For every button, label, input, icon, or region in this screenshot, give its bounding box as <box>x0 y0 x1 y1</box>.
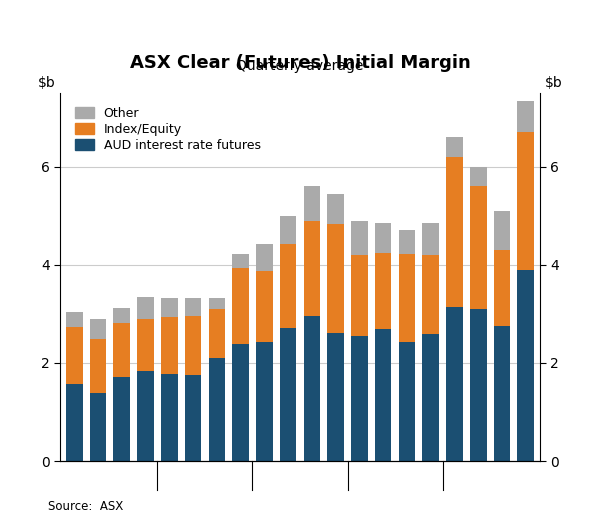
Bar <box>328 224 344 333</box>
Bar <box>280 244 296 328</box>
Bar <box>422 255 439 334</box>
Bar <box>470 309 487 461</box>
Bar <box>137 371 154 461</box>
Bar <box>232 254 249 268</box>
Bar <box>446 137 463 157</box>
Bar <box>113 308 130 323</box>
Bar <box>66 383 83 461</box>
Bar <box>161 318 178 373</box>
Bar <box>304 221 320 316</box>
Bar <box>209 309 225 358</box>
Bar <box>375 223 391 253</box>
Bar <box>422 223 439 255</box>
Bar <box>398 254 415 342</box>
Bar <box>517 270 534 461</box>
Bar <box>113 377 130 461</box>
Text: Quarterly average: Quarterly average <box>236 59 364 73</box>
Bar <box>470 167 487 186</box>
Bar <box>446 157 463 307</box>
Bar <box>256 271 272 342</box>
Bar <box>398 342 415 461</box>
Bar <box>137 297 154 319</box>
Bar <box>232 268 249 344</box>
Text: Source:  ASX: Source: ASX <box>48 500 123 513</box>
Bar <box>351 255 368 336</box>
Bar <box>113 323 130 377</box>
Bar <box>90 393 106 461</box>
Bar <box>494 326 510 461</box>
Text: $b: $b <box>37 76 55 90</box>
Bar <box>137 319 154 371</box>
Title: ASX Clear (Futures) Initial Margin: ASX Clear (Futures) Initial Margin <box>130 54 470 72</box>
Bar <box>398 229 415 254</box>
Bar <box>280 328 296 461</box>
Bar <box>209 298 225 309</box>
Bar <box>256 342 272 461</box>
Bar <box>232 344 249 461</box>
Bar <box>256 244 272 271</box>
Bar <box>66 327 83 383</box>
Bar <box>375 328 391 461</box>
Bar <box>304 316 320 461</box>
Bar <box>351 336 368 461</box>
Bar <box>422 334 439 461</box>
Bar <box>328 194 344 224</box>
Bar <box>304 186 320 221</box>
Bar <box>280 216 296 244</box>
Bar <box>351 221 368 255</box>
Legend: Other, Index/Equity, AUD interest rate futures: Other, Index/Equity, AUD interest rate f… <box>71 103 265 156</box>
Bar <box>375 253 391 328</box>
Bar <box>494 250 510 326</box>
Bar <box>90 339 106 393</box>
Bar <box>494 211 510 250</box>
Bar <box>517 100 534 133</box>
Bar <box>446 307 463 461</box>
Text: $b: $b <box>545 76 563 90</box>
Bar <box>185 298 202 316</box>
Bar <box>328 333 344 461</box>
Bar <box>209 358 225 461</box>
Bar <box>517 133 534 270</box>
Bar <box>185 375 202 461</box>
Bar <box>470 186 487 309</box>
Bar <box>185 316 202 375</box>
Bar <box>66 312 83 327</box>
Bar <box>90 319 106 339</box>
Bar <box>161 298 178 318</box>
Bar <box>161 373 178 461</box>
